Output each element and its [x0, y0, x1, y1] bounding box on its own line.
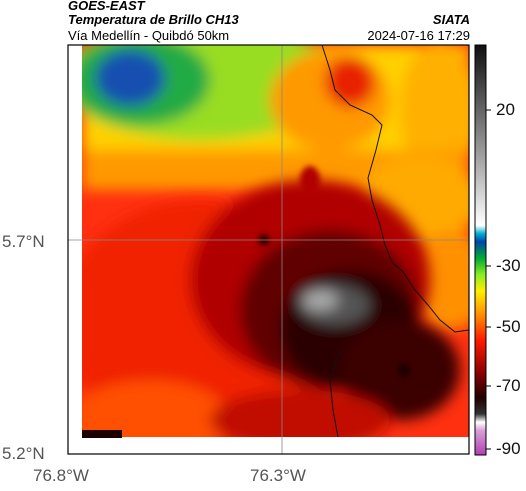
edge-patch	[82, 430, 122, 438]
colorbar-label-minus30: -30	[496, 256, 521, 275]
colorbar-label-minus50: -50	[496, 317, 521, 336]
region-label: Vía Medellín - Quibdó 50km	[68, 28, 230, 43]
lat-label-5-2: 5.2°N	[2, 444, 45, 463]
colorbar	[474, 44, 487, 456]
colorbar-ticks	[486, 109, 491, 450]
colorbar-label-minus90: -90	[496, 439, 521, 458]
map-frame	[67, 44, 470, 455]
lat-label-5-7: 5.7°N	[2, 232, 45, 251]
satellite-title: GOES-EAST	[68, 0, 145, 13]
border-line	[321, 44, 470, 333]
datetime-label: 2024-07-16 17:29	[367, 28, 470, 43]
lon-label-76-8: 76.8°W	[33, 466, 89, 485]
colorbar-label-minus70: -70	[496, 376, 521, 395]
lon-label-76-3: 76.3°W	[250, 466, 306, 485]
temperature-field	[82, 45, 469, 437]
product-title: Temperatura de Brillo CH13	[68, 12, 239, 27]
agency-label: SIATA	[432, 12, 470, 27]
border-line-south	[329, 349, 341, 438]
colorbar-label-20: 20	[496, 100, 515, 119]
